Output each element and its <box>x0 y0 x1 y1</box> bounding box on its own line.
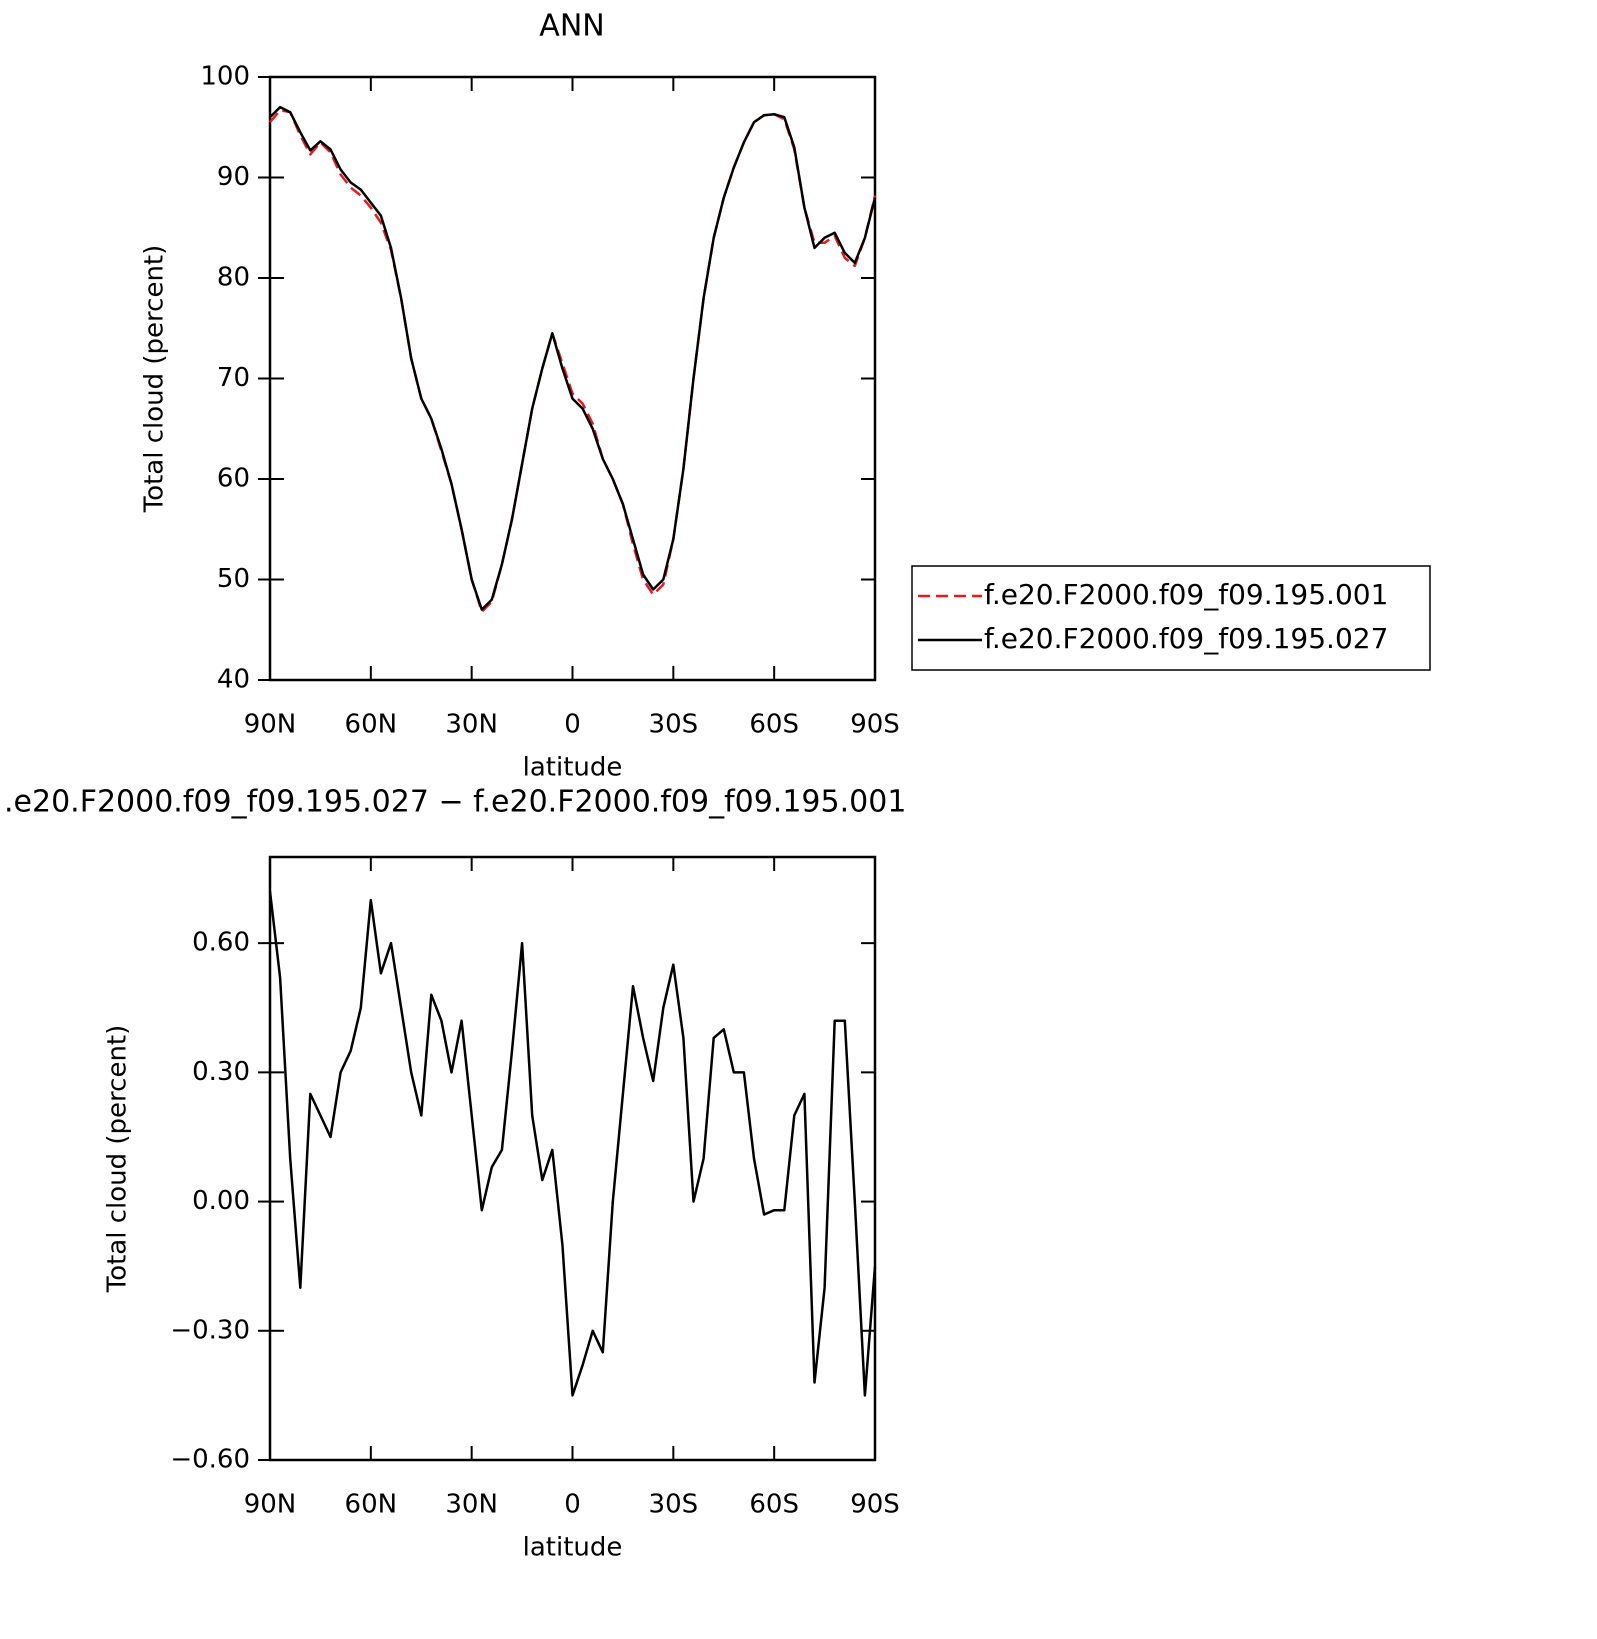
legend-label: f.e20.F2000.f09_f09.195.001 <box>984 578 1388 611</box>
x-tick-label: 0 <box>564 1490 581 1520</box>
y-tick-label: −0.30 <box>170 1315 250 1345</box>
x-tick-label: 30N <box>445 1490 498 1520</box>
y-tick-label: 0.60 <box>192 928 250 958</box>
x-tick-label: 60N <box>345 1490 398 1520</box>
y-tick-label: 70 <box>217 363 250 393</box>
plot-frame <box>268 75 877 682</box>
chart-title: ANN <box>539 9 604 44</box>
x-tick-label: 60S <box>749 1490 799 1520</box>
series-line <box>269 105 877 611</box>
y-tick-label: 0.00 <box>192 1186 250 1216</box>
y-axis-label: Total cloud (percent) <box>140 245 170 514</box>
x-tick-label: 30S <box>649 710 699 740</box>
x-axis-label: latitude <box>523 753 623 783</box>
plot-frame <box>268 855 877 1462</box>
x-tick-label: 60N <box>345 710 398 740</box>
y-tick-label: 80 <box>217 263 250 293</box>
x-tick-label: 30S <box>649 1490 699 1520</box>
x-tick-label: 90N <box>244 710 297 740</box>
x-tick-label: 0 <box>564 710 581 740</box>
y-tick-label: 0.30 <box>192 1057 250 1087</box>
x-tick-label: 90N <box>244 1490 297 1520</box>
y-tick-label: 90 <box>217 162 250 192</box>
x-tick-label: 30N <box>445 710 498 740</box>
x-tick-label: 90S <box>850 1490 900 1520</box>
y-tick-label: 100 <box>200 62 250 92</box>
series-line <box>269 108 877 613</box>
series-line <box>268 891 877 1397</box>
chart-title: .e20.F2000.f09_f09.195.027 − f.e20.F2000… <box>4 785 906 820</box>
x-tick-label: 90S <box>850 710 900 740</box>
x-tick-label: 60S <box>749 710 799 740</box>
x-axis-label: latitude <box>523 1533 623 1563</box>
y-tick-label: 50 <box>217 564 250 594</box>
legend-label: f.e20.F2000.f09_f09.195.027 <box>984 622 1388 655</box>
y-tick-label: 40 <box>217 665 250 695</box>
y-tick-label: −0.60 <box>170 1445 250 1475</box>
y-tick-label: 60 <box>217 464 250 494</box>
legend-box <box>911 565 1431 671</box>
y-axis-label: Total cloud (percent) <box>103 1025 133 1294</box>
